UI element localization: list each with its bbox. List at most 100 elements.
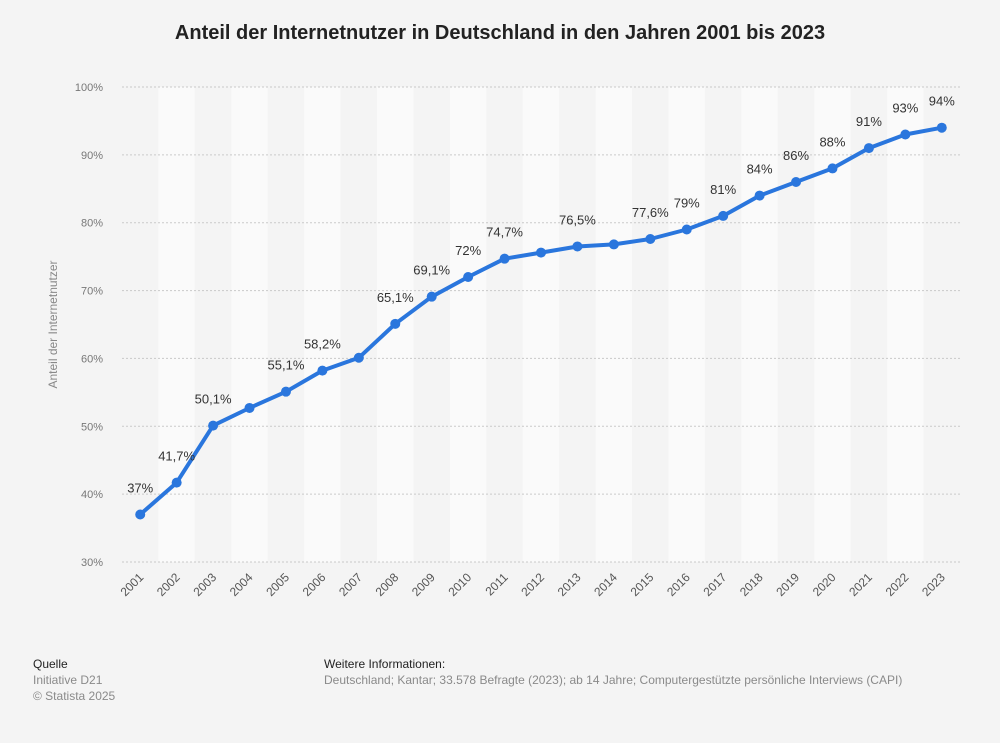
data-label: 88% [819, 134, 845, 149]
column-band [850, 87, 888, 562]
data-label: 55,1% [268, 358, 305, 373]
data-point [754, 190, 765, 201]
x-tick-label: 2002 [154, 570, 183, 599]
data-point [900, 129, 911, 140]
data-point [645, 234, 656, 244]
x-tick-label: 2006 [300, 570, 329, 599]
data-label: 93% [892, 101, 918, 116]
data-point [426, 291, 437, 302]
column-band [486, 87, 523, 562]
column-band [777, 87, 815, 562]
data-label: 76,5% [559, 212, 596, 227]
data-point [718, 210, 729, 221]
x-tick-label: 2015 [628, 570, 657, 599]
data-point [317, 365, 328, 376]
x-tick-label: 2012 [518, 570, 547, 599]
y-tick-label: 70% [81, 286, 103, 298]
info-block: Weitere Informationen: Deutschland; Kant… [324, 656, 902, 688]
column-band [923, 87, 960, 562]
column-band [413, 87, 450, 562]
column-band [632, 87, 669, 562]
info-title: Weitere Informationen: [324, 657, 446, 671]
x-tick-label: 2011 [483, 570, 511, 598]
data-point [608, 239, 619, 250]
data-label: 91% [856, 114, 882, 129]
y-tick-label: 60% [81, 353, 103, 365]
x-tick-label: 2023 [919, 570, 948, 599]
chart-title: Anteil der Internetnutzer in Deutschland… [174, 22, 826, 44]
data-point [791, 177, 802, 187]
column-band [814, 87, 851, 562]
column-band [194, 87, 232, 562]
x-tick-label: 2001 [118, 570, 147, 599]
x-tick-label: 2020 [810, 570, 839, 599]
data-point [681, 224, 692, 235]
source-block: Quelle Initiative D21 © Statista 2025 [33, 656, 115, 704]
column-band [304, 87, 341, 562]
x-tick-label: 2017 [701, 570, 730, 599]
x-tick-label: 2007 [336, 570, 365, 599]
x-tick-label: 2022 [883, 570, 912, 599]
column-band [449, 87, 487, 562]
data-point [463, 272, 474, 282]
y-tick-label: 50% [81, 421, 103, 433]
data-point [863, 143, 874, 154]
x-tick-label: 2003 [190, 570, 219, 599]
data-point [244, 402, 255, 413]
data-point [171, 477, 182, 488]
data-point [390, 318, 401, 329]
data-point [536, 247, 546, 258]
data-point [208, 420, 219, 431]
data-point [827, 163, 838, 174]
column-band [158, 87, 195, 562]
x-tick-label: 2004 [227, 570, 256, 599]
column-band [668, 87, 705, 562]
x-tick-label: 2010 [445, 570, 474, 599]
data-label: 65,1% [377, 290, 414, 305]
column-band [595, 87, 633, 562]
column-band [267, 87, 305, 562]
data-label: 50,1% [195, 392, 232, 407]
source-title: Quelle [33, 657, 68, 671]
x-tick-label: 2009 [409, 570, 438, 599]
x-tick-label: 2014 [591, 570, 620, 599]
data-point [572, 241, 583, 252]
y-tick-label: 80% [81, 218, 103, 230]
x-tick-label: 2021 [846, 570, 875, 599]
column-band [559, 87, 596, 562]
data-label: 37% [127, 481, 153, 496]
x-tick-label: 2013 [555, 570, 584, 599]
x-tick-label: 2016 [664, 570, 693, 599]
data-label: 41,7% [158, 449, 195, 464]
y-tick-label: 100% [75, 82, 103, 94]
data-label: 69,1% [413, 263, 450, 278]
column-band [122, 87, 159, 562]
data-label: 84% [747, 162, 773, 177]
data-label: 79% [674, 196, 700, 211]
y-tick-label: 90% [81, 150, 103, 162]
y-tick-label: 40% [81, 489, 103, 501]
column-band [704, 87, 742, 562]
data-point [280, 386, 291, 397]
column-band [741, 87, 778, 562]
source-line: Initiative D21 [33, 673, 103, 687]
data-label: 72% [455, 243, 481, 258]
data-label: 94% [929, 94, 955, 109]
data-label: 77,6% [632, 205, 669, 220]
data-point [135, 509, 146, 520]
x-tick-label: 2005 [263, 570, 292, 599]
y-tick-label: 30% [81, 557, 103, 569]
column-band [522, 87, 560, 562]
column-band [231, 87, 268, 562]
column-band [887, 87, 924, 562]
data-label: 58,2% [304, 337, 341, 352]
data-point [936, 122, 947, 133]
x-tick-label: 2008 [373, 570, 402, 599]
data-point [353, 352, 364, 363]
column-band [340, 87, 378, 562]
x-tick-label: 2018 [737, 570, 766, 599]
x-tick-label: 2019 [773, 570, 802, 599]
data-point [499, 253, 510, 264]
info-text: Deutschland; Kantar; 33.578 Befragte (20… [324, 673, 903, 687]
